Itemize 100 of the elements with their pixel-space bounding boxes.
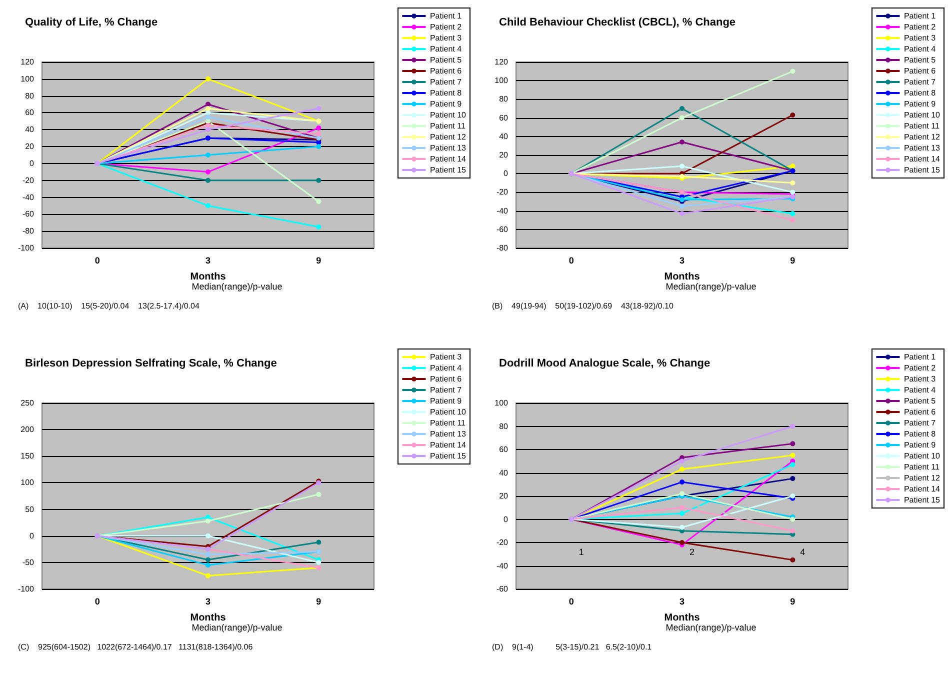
legend-label: Patient 14	[430, 440, 467, 449]
text: Median(range)/p-value	[192, 282, 282, 292]
legend-label: Patient 10	[904, 110, 941, 120]
x-tick-label: 9	[790, 596, 796, 606]
y-tick-label: 40	[499, 468, 509, 477]
y-tick-label: 20	[499, 491, 509, 500]
y-tick-label: 100	[20, 74, 35, 84]
legend-label: Patient 5	[904, 396, 936, 405]
x-axis-title: Months	[190, 272, 226, 282]
legend-label: Patient 6	[430, 374, 462, 383]
x-tick-label: 9	[316, 596, 322, 606]
legend-label: Patient 4	[430, 44, 462, 54]
legend-label: Patient 5	[430, 56, 462, 64]
legend-label: Patient 3	[430, 352, 462, 361]
legend-label: Patient 11	[904, 462, 940, 471]
legend-label: Patient 8	[430, 88, 462, 98]
y-tick-label: 150	[20, 451, 35, 460]
text: Median(range)/p-value	[666, 282, 756, 292]
legend-label: Patient 12	[430, 132, 467, 142]
y-tick-label: -40	[496, 206, 509, 216]
legend-label: Patient 9	[430, 396, 462, 405]
legend-label: Patient 6	[904, 407, 936, 416]
legend-label: Patient 11	[430, 122, 466, 130]
y-tick-label: -80	[496, 244, 509, 252]
annotation: 4	[800, 546, 806, 556]
y-tick-label: 80	[25, 91, 35, 100]
text: (C) 925(604-1502) 1022(672-1464)/0.17 1131(818-1364)/0.06	[18, 642, 254, 651]
x-tick-label: 0	[94, 256, 100, 266]
y-tick-label: -40	[496, 560, 509, 570]
legend-label: Patient 7	[904, 418, 936, 427]
legend-label: Patient 15	[904, 166, 941, 174]
legend-label: Patient 9	[430, 100, 462, 108]
x-tick-label: 0	[94, 596, 100, 606]
legend-label: Patient 2	[430, 22, 462, 32]
y-tick-label: -100	[18, 584, 35, 593]
x-tick-label: 3	[205, 596, 211, 606]
y-tick-label: -50	[22, 557, 35, 566]
y-tick-label: 0	[504, 169, 509, 178]
y-tick-label: 100	[494, 76, 509, 86]
chart-title: Child Behaviour Checklist (CBCL), % Change	[499, 16, 736, 28]
legend-label: Patient 7	[904, 78, 936, 86]
y-tick-label: 40	[25, 125, 35, 134]
text: (D) 9(1-4) 5(3-15)/0.21 6.5(2-10)/0.1	[492, 642, 652, 651]
x-tick-label: 3	[205, 256, 211, 266]
x-axis-title: Months	[664, 612, 700, 623]
y-tick-label: -20	[496, 538, 509, 546]
legend-label: Patient 11	[430, 418, 466, 427]
annotation: 2	[689, 546, 695, 556]
y-tick-label: 60	[499, 444, 509, 454]
legend-label: Patient 8	[904, 88, 936, 98]
legend-label: Patient 2	[904, 22, 936, 32]
x-tick-label: 3	[679, 256, 685, 266]
x-tick-label: 3	[679, 596, 685, 606]
y-tick-label: 200	[20, 424, 35, 434]
y-tick-label: -20	[22, 176, 35, 185]
legend-label: Patient 3	[430, 34, 462, 42]
x-tick-label: 0	[568, 256, 574, 266]
legend-label: Patient 15	[430, 166, 467, 174]
y-tick-label: 100	[20, 478, 35, 487]
legend-label: Patient 15	[430, 451, 467, 460]
legend-label: Patient 3	[904, 34, 936, 42]
legend-label: Patient 12	[904, 473, 941, 482]
y-tick-label: 80	[499, 421, 509, 430]
legend-label: Patient 4	[430, 363, 462, 372]
y-tick-label: 80	[499, 94, 509, 104]
legend-label: Patient 1	[430, 12, 462, 20]
legend-label: Patient 10	[430, 407, 467, 416]
text: (A) 10(10-10) 15(5-20)/0.04 13(2.5-17.4)/0.04	[18, 302, 200, 310]
y-tick-label: 0	[30, 530, 35, 540]
legend-label: Patient 13	[430, 144, 467, 152]
legend-label: Patient 4	[904, 385, 936, 394]
y-tick-label: 120	[20, 58, 35, 66]
x-tick-label: 0	[568, 596, 574, 606]
chart-title: Dodrill Mood Analogue Scale, % Change	[499, 357, 710, 369]
legend-label: Patient 15	[904, 495, 941, 504]
legend-label: Patient 9	[904, 100, 936, 108]
legend-label: Patient 6	[904, 66, 936, 76]
y-tick-label: -40	[22, 192, 35, 202]
legend-label: Patient 5	[904, 56, 936, 64]
chart-title: Birleson Depression Selfrating Scale, % Change	[25, 357, 277, 369]
legend-label: Patient 4	[904, 44, 936, 54]
x-tick-label: 9	[316, 256, 322, 266]
legend-label: Patient 10	[430, 110, 467, 120]
legend-label: Patient 6	[430, 66, 462, 76]
y-tick-label: -80	[22, 226, 35, 236]
y-tick-label: 0	[30, 158, 35, 168]
text: (B) 49(19-94) 50(19-102)/0.69 43(18-92)/0.10	[492, 302, 674, 310]
legend-label: Patient 7	[430, 78, 462, 86]
y-tick-label: -20	[496, 188, 509, 197]
y-tick-label: 60	[25, 108, 35, 118]
y-tick-label: -100	[18, 244, 35, 252]
legend-label: Patient 7	[430, 385, 462, 394]
legend-label: Patient 3	[904, 374, 936, 383]
y-tick-label: -60	[22, 210, 35, 219]
y-tick-label: 50	[25, 504, 35, 514]
x-axis-title: Months	[190, 612, 226, 623]
legend-label: Patient 13	[904, 144, 941, 152]
legend-label: Patient 13	[430, 429, 467, 438]
x-axis-title: Months	[664, 272, 700, 282]
legend-label: Patient 2	[904, 363, 936, 372]
